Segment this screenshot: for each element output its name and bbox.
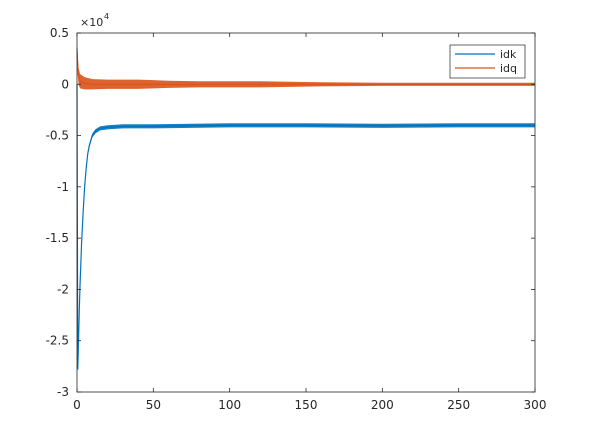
axes-background	[77, 33, 535, 392]
y-tick-label: 0.5	[50, 26, 69, 40]
legend-label-idq: idq	[500, 62, 517, 75]
y-tick-label: -1	[57, 180, 69, 194]
x-tick-label: 150	[295, 398, 318, 412]
y-tick-label: -1.5	[46, 231, 69, 245]
legend-label-idk: idk	[500, 48, 517, 61]
y-axis-multiplier: ×10	[80, 16, 103, 29]
x-tick-label: 200	[371, 398, 394, 412]
y-tick-label: -2.5	[46, 334, 69, 348]
x-tick-label: 0	[73, 398, 81, 412]
x-tick-label: 300	[524, 398, 547, 412]
y-tick-label: 0	[61, 77, 69, 91]
y-tick-label: -3	[57, 385, 69, 399]
x-tick-label: 250	[447, 398, 470, 412]
series-line-idk	[76, 84, 535, 370]
y-axis-exponent: 4	[104, 12, 109, 21]
series-line-idq	[76, 48, 535, 85]
x-tick-label: 50	[146, 398, 161, 412]
legend-box	[449, 44, 526, 79]
y-tick-label: -0.5	[46, 129, 69, 143]
y-tick-label: -2	[57, 282, 69, 296]
x-tick-label: 100	[218, 398, 241, 412]
plot-area	[76, 33, 535, 392]
axes: 0 50 100 150 200 250 300 -3 -2.5 -2 -1.5 -1 -0.5 0 0.5	[46, 26, 547, 412]
